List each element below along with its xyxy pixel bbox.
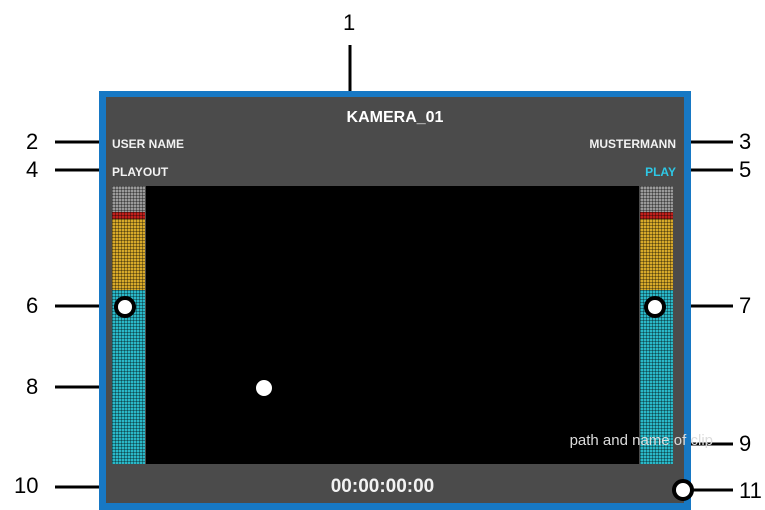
camera-title: KAMERA_01 [346,109,444,126]
marker-left-meter [114,296,136,318]
callout-10: 10 [14,473,39,498]
meter-right-cyan [640,290,673,464]
callout-5: 5 [739,157,752,182]
callout-11: 11 [739,478,762,503]
video-preview [146,186,639,464]
callout-2: 2 [26,129,39,154]
meter-right-yellow [640,219,673,290]
callout-6: 6 [26,293,39,318]
clip-path-text: path and name of clip [569,432,713,449]
user-name-label: USER NAME [112,137,185,151]
meter-left-yellow [112,219,145,290]
audio-meter-right [640,186,673,464]
play-status: PLAY [645,165,676,179]
playout-label: PLAYOUT [112,165,169,179]
marker-video [252,376,276,400]
callout-4: 4 [26,157,39,182]
callout-3: 3 [739,129,752,154]
timecode: 00:00:00:00 [330,476,435,497]
callout-1: 1 [343,10,356,35]
callout-8: 8 [26,374,39,399]
meter-right-red [640,212,673,219]
marker-right-meter [644,296,666,318]
meter-left-red [112,212,145,219]
marker-corner [672,479,694,501]
callout-7: 7 [739,293,752,318]
audio-meter-left [112,186,145,464]
meter-left-cyan [112,290,145,464]
meter-left-peak [112,186,145,212]
user-name-value: MUSTERMANN [589,137,676,151]
callout-9: 9 [739,431,752,456]
meter-right-peak [640,186,673,212]
